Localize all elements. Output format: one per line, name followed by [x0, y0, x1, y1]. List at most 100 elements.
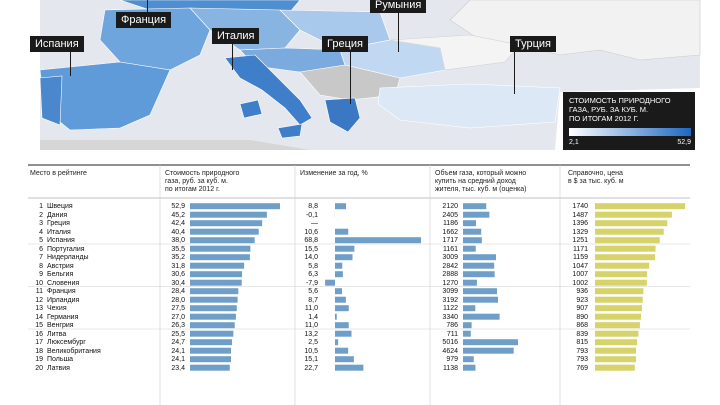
header-line: газа, руб. за куб. м.	[165, 178, 228, 185]
volume-label: 2405	[442, 211, 458, 219]
change-bar	[335, 339, 339, 346]
romania-stem	[398, 10, 399, 52]
price-rub-bar	[190, 271, 243, 278]
usd-label: 1002	[572, 279, 588, 287]
usd-bar	[595, 220, 668, 227]
country-name: Ирландия	[47, 296, 80, 304]
header-rank: Место в рейтинге	[30, 170, 87, 178]
table-lines	[28, 164, 690, 405]
country-name: Венгрия	[47, 322, 74, 329]
legend-max: 52,9	[677, 139, 691, 146]
usd-bar	[595, 288, 644, 295]
price-rub-bar	[190, 245, 251, 252]
volume-label: 2888	[442, 271, 458, 278]
price-rub-label: 27,0	[171, 313, 185, 321]
volume-bar	[463, 262, 495, 269]
change-label: 13,2	[304, 330, 318, 338]
usd-bar	[595, 330, 639, 337]
change-label: 11,0	[304, 305, 318, 312]
italy-stem	[232, 42, 233, 70]
header-price-rub: Стоимость природного газа, руб. за куб. …	[165, 170, 239, 194]
usd-bar	[595, 322, 640, 329]
rank-number: 9	[39, 271, 43, 278]
volume-bar	[463, 228, 482, 235]
usd-bar	[595, 203, 685, 210]
volume-label: 1662	[442, 228, 458, 236]
country-name: Польша	[47, 356, 74, 363]
country-name: Бельгия	[47, 271, 74, 278]
volume-bar	[463, 305, 476, 312]
price-legend: Стоимость природного газа, руб. за куб. …	[563, 92, 695, 150]
price-rub-bar	[190, 237, 255, 244]
volume-label: 1270	[442, 279, 458, 287]
map-label-spain: Испания	[30, 36, 84, 52]
region-italy	[224, 54, 313, 126]
usd-bar	[595, 211, 672, 218]
region-ukraine	[389, 34, 521, 71]
rank-number: 10	[35, 279, 43, 287]
change-bar	[335, 254, 353, 261]
volume-label: 3192	[442, 296, 458, 304]
change-label: 5,6	[308, 288, 318, 295]
change-label: 2,5	[308, 339, 318, 346]
header-line: в $ за тыс. куб. м	[568, 178, 624, 185]
change-label: 5,8	[308, 262, 318, 270]
rank-number: 19	[35, 356, 43, 363]
price-rub-label: 24,1	[171, 347, 185, 355]
usd-label: 839	[576, 330, 588, 338]
price-rub-label: 30,6	[171, 271, 185, 278]
volume-bar	[463, 254, 496, 261]
rank-number: 1	[39, 203, 43, 210]
price-rub-bar	[190, 296, 238, 303]
volume-label: 3099	[442, 288, 458, 295]
rank-number: 18	[35, 347, 43, 355]
header-line: Объем газа, который можно	[435, 170, 527, 177]
usd-bar	[595, 296, 643, 303]
region-africa	[40, 140, 310, 150]
volume-bar	[463, 347, 514, 354]
change-bar	[335, 356, 354, 363]
country-name: Германия	[47, 313, 79, 321]
usd-label: 1740	[572, 203, 588, 210]
change-bar	[335, 245, 355, 252]
change-label: 10,5	[304, 347, 318, 355]
price-rub-bar	[190, 313, 236, 320]
legend-title-line: Стоимость природного	[569, 96, 671, 105]
header-line: жителя, тыс. куб. м (оценка)	[435, 186, 527, 193]
change-label: 8,7	[308, 296, 318, 304]
price-rub-bar	[190, 339, 233, 346]
volume-bar	[463, 296, 498, 303]
usd-label: 1159	[572, 254, 588, 261]
usd-label: 890	[576, 313, 588, 321]
rank-number: 8	[39, 262, 43, 270]
usd-bar	[595, 313, 642, 320]
volume-label: 1717	[442, 237, 458, 244]
usd-bar	[595, 347, 637, 354]
price-rub-label: 38,0	[171, 237, 185, 244]
rank-number: 15	[35, 322, 43, 329]
rank-number: 3	[39, 220, 43, 227]
rank-number: 12	[35, 296, 43, 304]
volume-label: 979	[446, 356, 458, 363]
country-name: Чехия	[47, 305, 67, 312]
usd-label: 815	[576, 339, 588, 346]
price-rub-label: 24,7	[171, 339, 185, 346]
header-line: Изменение за год, %	[300, 170, 368, 177]
rank-number: 7	[39, 254, 43, 261]
rank-number: 5	[39, 237, 43, 244]
ranking-table: Место в рейтинге Стоимость природного га…	[0, 150, 720, 405]
change-bar	[335, 262, 343, 269]
europe-map: Франция Испания Италия Греция Румыния Ту…	[0, 0, 720, 150]
price-rub-bar	[190, 228, 259, 235]
usd-label: 1251	[572, 237, 588, 244]
change-label: 22,7	[304, 364, 318, 372]
change-bar	[335, 330, 352, 337]
price-rub-bar	[190, 211, 267, 218]
volume-bar	[463, 245, 476, 252]
usd-bar	[595, 245, 656, 252]
price-rub-bar	[190, 203, 280, 210]
price-rub-label: 45,2	[171, 211, 185, 219]
price-rub-bar	[190, 356, 232, 363]
usd-bar	[595, 279, 647, 286]
country-name: Португалия	[47, 245, 85, 253]
